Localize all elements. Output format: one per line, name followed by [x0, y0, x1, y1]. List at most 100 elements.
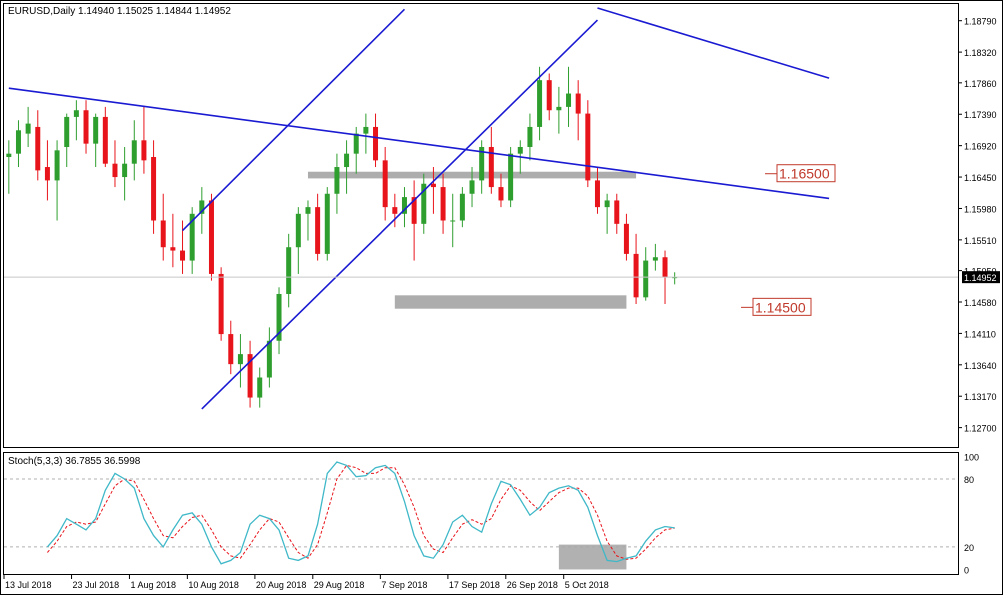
- candle: [15, 120, 21, 168]
- candle: [54, 140, 60, 221]
- candle-body: [353, 133, 359, 154]
- stochastic-panel-frame: [3, 452, 959, 575]
- candle-body: [508, 153, 514, 201]
- descending-resistance: [8, 87, 830, 200]
- candle-body: [295, 213, 301, 248]
- candle-body: [237, 354, 243, 365]
- candle-body: [102, 116, 108, 164]
- candle: [344, 140, 350, 194]
- stoch-tick-label: 100: [964, 452, 979, 462]
- candle-body: [546, 80, 552, 111]
- candle-body: [35, 126, 41, 171]
- candle-body: [6, 153, 12, 158]
- candle: [623, 213, 629, 261]
- price-tick-label: 1.17390: [964, 110, 997, 120]
- candle-body: [488, 146, 494, 188]
- candle-body: [517, 146, 523, 154]
- candle-body: [122, 163, 128, 178]
- candle-body: [527, 126, 533, 147]
- candle: [208, 193, 214, 281]
- candle: [257, 367, 263, 408]
- candle: [218, 267, 224, 341]
- time-tick-label: 10 Aug 2018: [188, 580, 239, 590]
- candle-body: [479, 146, 485, 181]
- time-tick-label: 7 Sep 2018: [381, 580, 427, 590]
- candle: [421, 173, 427, 234]
- candle: [411, 180, 417, 261]
- candle: [25, 106, 31, 147]
- candle: [440, 173, 446, 234]
- time-tick-label: 29 Aug 2018: [314, 580, 365, 590]
- candle: [295, 207, 301, 274]
- candle-body: [469, 180, 475, 194]
- descending-resistance-upper: [597, 7, 830, 79]
- price-tick-label: 1.16450: [964, 173, 997, 183]
- candle-body: [401, 197, 407, 214]
- price-tick-label: 1.17860: [964, 79, 997, 89]
- chart-title: EURUSD,Daily 1.14940 1.15025 1.14844 1.1…: [8, 6, 231, 17]
- annotations-layer[interactable]: 1.16500 1.14500: [741, 164, 836, 316]
- candle: [527, 113, 533, 161]
- candle: [228, 320, 234, 375]
- candle-body: [430, 183, 436, 188]
- candle: [546, 73, 552, 121]
- price-panel-frame: [3, 3, 959, 448]
- candle-body: [151, 157, 157, 221]
- candle-body: [25, 123, 31, 134]
- candle: [141, 106, 147, 174]
- candle-body: [363, 126, 369, 134]
- candle-body: [228, 334, 234, 365]
- candle-body: [160, 220, 166, 248]
- candle: [401, 187, 407, 228]
- candle-body: [93, 116, 99, 144]
- candle: [305, 200, 311, 241]
- candle: [266, 327, 272, 388]
- candle: [151, 140, 157, 234]
- candle: [324, 187, 330, 261]
- candle: [247, 340, 253, 408]
- time-tick-label: 13 Jul 2018: [5, 580, 52, 590]
- stoch-zone: [558, 544, 627, 570]
- candle: [508, 146, 514, 208]
- candle-body: [170, 247, 176, 251]
- candle-body: [199, 200, 205, 214]
- candle: [575, 80, 581, 141]
- annotation-label: 1.16500: [779, 166, 830, 182]
- stoch-tick-label: 20: [964, 543, 974, 553]
- annotation-label: 1.14500: [755, 299, 806, 315]
- candle: [479, 140, 485, 194]
- candle-body: [247, 354, 253, 398]
- time-tick-label: 5 Oct 2018: [565, 580, 609, 590]
- candle: [237, 334, 243, 388]
- candle: [430, 167, 436, 214]
- time-tick-label: 1 Aug 2018: [130, 580, 176, 590]
- candle: [392, 193, 398, 228]
- candle-body: [440, 187, 446, 221]
- candle: [131, 120, 137, 181]
- candle-body: [450, 220, 456, 222]
- candle: [585, 100, 591, 188]
- candle-body: [218, 273, 224, 335]
- candle-body: [324, 193, 330, 254]
- candle: [382, 146, 388, 221]
- candle-body: [344, 153, 350, 168]
- candle: [537, 66, 543, 141]
- candle-body: [411, 197, 417, 224]
- candle-body: [643, 260, 649, 298]
- candle-body: [112, 163, 118, 178]
- candle: [93, 113, 99, 168]
- candle: [334, 153, 340, 214]
- price-tick-label: 1.13170: [964, 392, 997, 402]
- candle-body: [286, 247, 292, 294]
- support-zone: [394, 295, 627, 309]
- candle: [276, 287, 282, 355]
- time-tick-label: 26 Sep 2018: [507, 580, 558, 590]
- candle: [652, 243, 658, 271]
- trendlines-layer[interactable]: [8, 7, 830, 410]
- candle: [35, 110, 41, 181]
- time-axis: 13 Jul 2018 23 Jul 2018 1 Aug 2018 10 Aug 2…: [3, 575, 609, 590]
- candle-body: [208, 200, 214, 274]
- candle: [614, 193, 620, 234]
